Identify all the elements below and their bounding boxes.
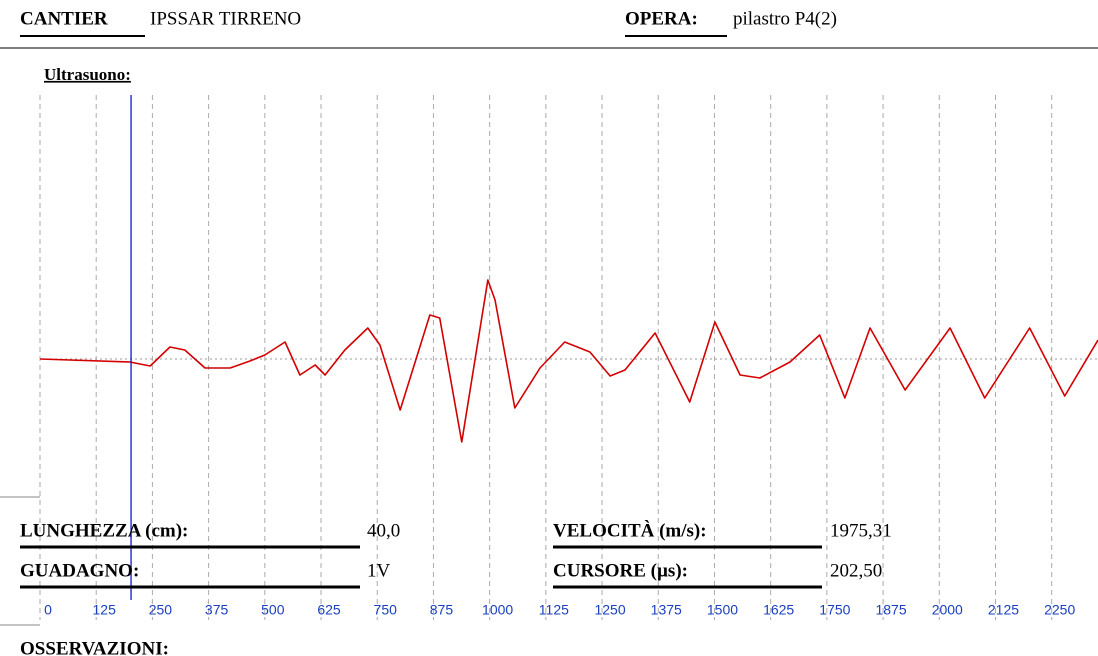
x-tick-label: 1750: [819, 602, 850, 618]
x-tick-label: 625: [317, 602, 341, 618]
chart-title: Ultrasuono:: [44, 65, 131, 84]
field-label: CURSORE (µs):: [553, 560, 688, 581]
x-tick-label: 1125: [539, 602, 569, 618]
x-tick-label: 1500: [707, 602, 738, 618]
field-value: 1V: [367, 560, 391, 581]
x-tick-label: 2000: [932, 602, 963, 618]
site-label: CANTIER: [20, 8, 108, 29]
x-tick-label: 1250: [594, 602, 625, 618]
x-tick-label: 1875: [875, 602, 906, 618]
x-tick-label: 0: [44, 602, 52, 618]
x-tick-label: 750: [374, 602, 398, 618]
work: pilastro P4(2): [733, 8, 837, 29]
x-tick-label: 2250: [1044, 602, 1075, 618]
field-label: LUNGHEZZA (cm):: [20, 520, 188, 541]
x-tick-label: 875: [430, 602, 454, 618]
x-tick-label: 500: [261, 602, 285, 618]
x-tick-label: 125: [93, 602, 117, 618]
field-label: GUADAGNO:: [20, 560, 139, 581]
plot: 0 125 250 375 500 625 750 875 1000 1125 1250 1375 15…: [39, 95, 1098, 620]
work-label: OPERA:: [625, 8, 698, 29]
x-tick-label: 1625: [763, 602, 794, 618]
notes-label: OSSERVAZIONI:: [20, 638, 169, 656]
signal-line: [39, 279, 1098, 443]
field-label: VELOCITÀ (m/s):: [553, 519, 707, 541]
field-value: 1975,31: [830, 520, 892, 541]
x-tick-label: 250: [149, 602, 173, 618]
x-tick-label: 375: [205, 602, 229, 618]
field-value: 40,0: [367, 520, 400, 541]
x-tick-label: 1000: [482, 602, 513, 618]
site: IPSSAR TIRRENO: [150, 8, 301, 29]
x-tick-label: 1375: [651, 602, 682, 618]
field-value: 202,50: [830, 560, 882, 581]
x-tick-label: 2125: [988, 602, 1019, 618]
